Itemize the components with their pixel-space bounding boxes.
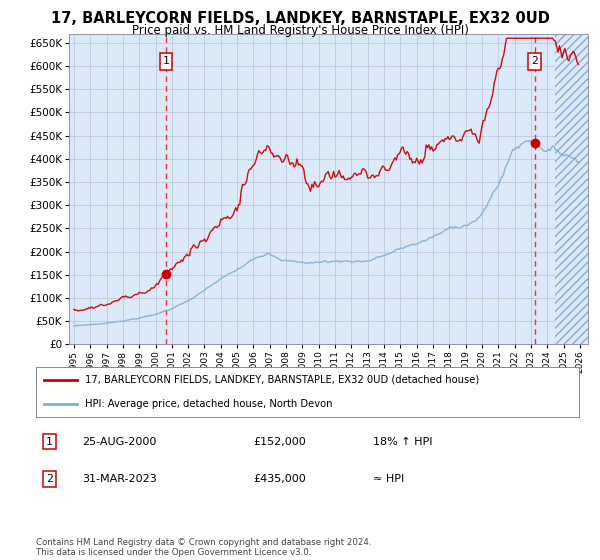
- Text: 25-AUG-2000: 25-AUG-2000: [82, 437, 157, 447]
- Text: 1: 1: [46, 437, 53, 447]
- Text: Price paid vs. HM Land Registry's House Price Index (HPI): Price paid vs. HM Land Registry's House …: [131, 24, 469, 36]
- Text: 1: 1: [163, 57, 169, 67]
- Bar: [556, 34, 588, 344]
- Text: 17, BARLEYCORN FIELDS, LANDKEY, BARNSTAPLE, EX32 0UD (detached house): 17, BARLEYCORN FIELDS, LANDKEY, BARNSTAP…: [85, 375, 479, 385]
- Text: 2: 2: [532, 57, 538, 67]
- Text: Contains HM Land Registry data © Crown copyright and database right 2024.
This d: Contains HM Land Registry data © Crown c…: [36, 538, 371, 557]
- Text: 2: 2: [46, 474, 53, 484]
- Text: 18% ↑ HPI: 18% ↑ HPI: [373, 437, 432, 447]
- Text: HPI: Average price, detached house, North Devon: HPI: Average price, detached house, Nort…: [85, 399, 332, 409]
- Text: ≈ HPI: ≈ HPI: [373, 474, 404, 484]
- Text: £152,000: £152,000: [253, 437, 306, 447]
- Text: £435,000: £435,000: [253, 474, 306, 484]
- Text: 31-MAR-2023: 31-MAR-2023: [82, 474, 157, 484]
- Text: 17, BARLEYCORN FIELDS, LANDKEY, BARNSTAPLE, EX32 0UD: 17, BARLEYCORN FIELDS, LANDKEY, BARNSTAP…: [50, 11, 550, 26]
